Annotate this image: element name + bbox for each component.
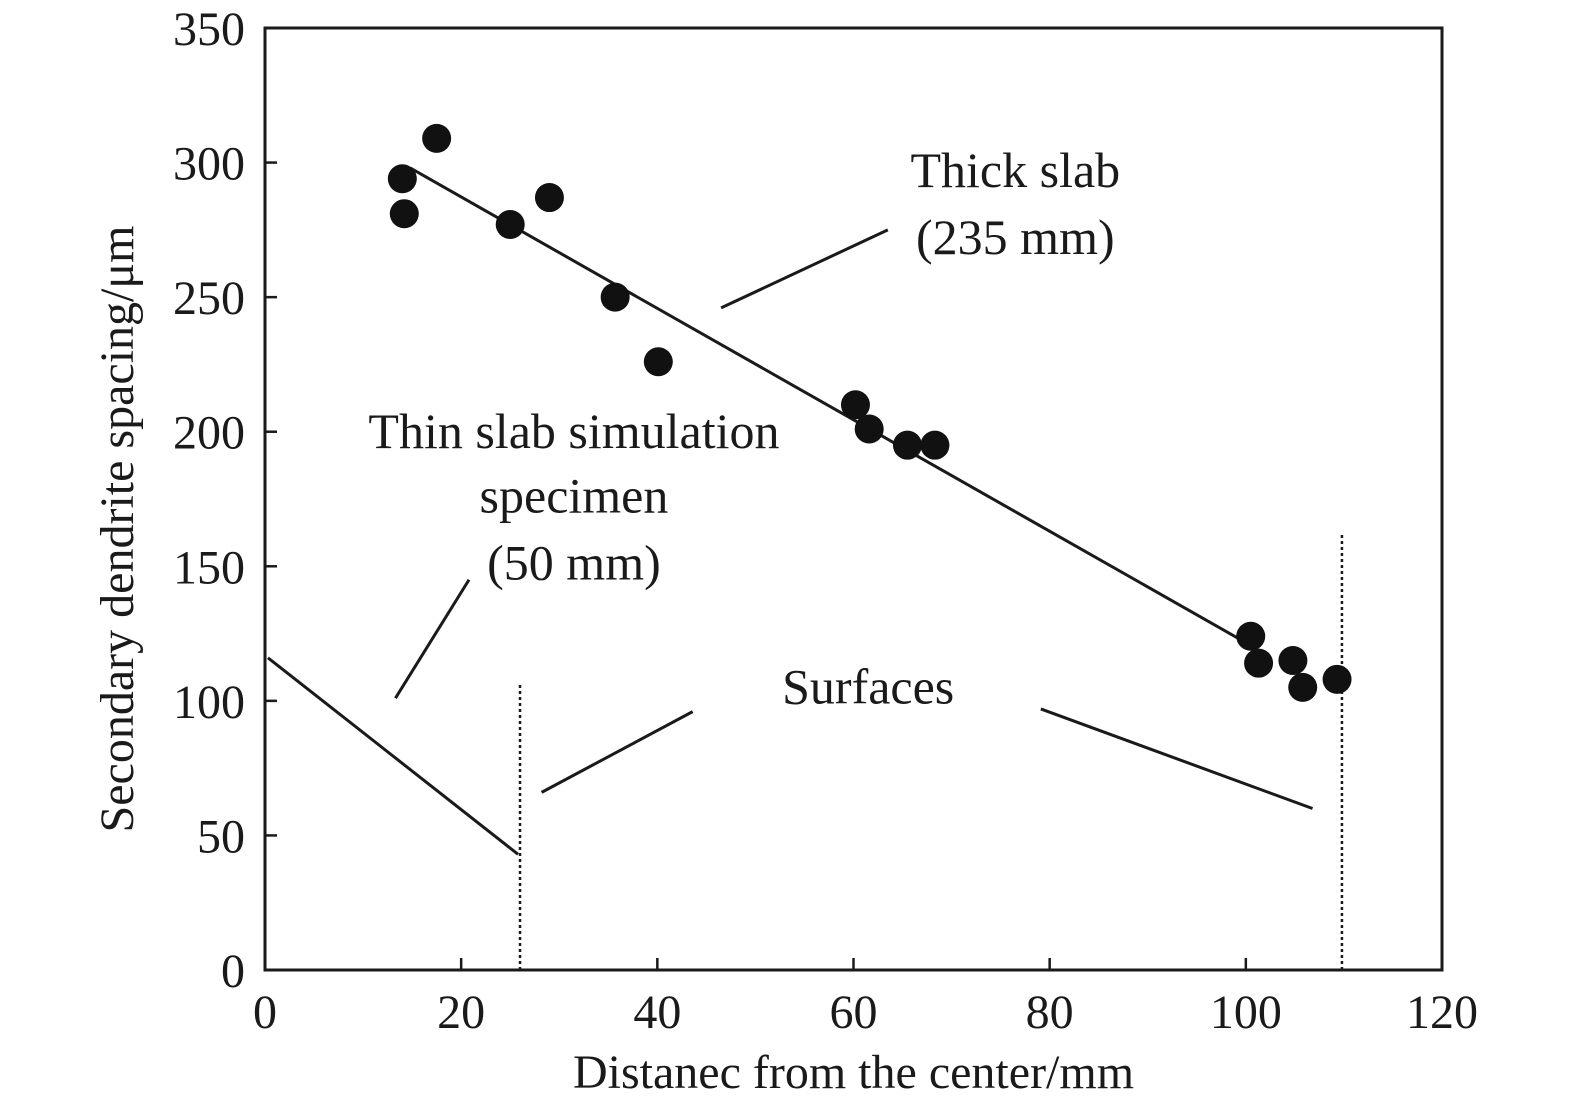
y-tick-label: 0 xyxy=(221,945,245,998)
data-point xyxy=(422,123,452,153)
annotation-text: specimen xyxy=(480,467,669,523)
data-point xyxy=(1278,645,1308,675)
data-point xyxy=(600,282,630,312)
y-axis-label: Secondary dendrite spacing/μm xyxy=(91,226,144,833)
data-point xyxy=(1322,664,1352,694)
annotation-text: Surfaces xyxy=(782,659,954,715)
annotation-text: (235 mm) xyxy=(916,209,1115,265)
data-point xyxy=(389,199,419,229)
x-tick-label: 20 xyxy=(437,986,485,1039)
y-tick-label: 250 xyxy=(173,272,245,325)
annotation-text: Thin slab simulation xyxy=(368,403,779,459)
annotation-text: (50 mm) xyxy=(487,535,661,591)
y-tick-label: 50 xyxy=(197,810,245,863)
x-tick-label: 100 xyxy=(1210,986,1282,1039)
data-point xyxy=(1236,621,1266,651)
x-tick-label: 120 xyxy=(1406,986,1478,1039)
data-point xyxy=(643,347,673,377)
data-point xyxy=(534,183,564,213)
leader-line xyxy=(394,578,471,699)
leader-line xyxy=(540,710,694,794)
y-tick-label: 300 xyxy=(173,138,245,191)
fit-line xyxy=(267,656,519,856)
data-point xyxy=(495,209,525,239)
y-tick-label: 100 xyxy=(173,676,245,729)
leader-line xyxy=(720,228,889,310)
data-point xyxy=(892,430,922,460)
x-axis-label: Distanec from the center/mm xyxy=(573,1046,1134,1099)
data-point xyxy=(387,164,417,194)
x-tick-label: 80 xyxy=(1026,986,1074,1039)
data-point xyxy=(920,430,950,460)
y-tick-label: 350 xyxy=(173,3,245,56)
plot-frame xyxy=(263,26,1444,972)
data-point xyxy=(1244,648,1274,678)
y-tick-label: 200 xyxy=(173,407,245,460)
x-tick-label: 0 xyxy=(253,986,277,1039)
y-tick-label: 150 xyxy=(173,541,245,594)
leader-line xyxy=(1040,707,1314,810)
x-tick-label: 40 xyxy=(633,986,681,1039)
data-point xyxy=(1288,672,1318,702)
x-tick-label: 60 xyxy=(830,986,878,1039)
fit-line xyxy=(409,166,1250,646)
data-point xyxy=(840,390,870,420)
annotation-text: Thick slab xyxy=(911,142,1121,198)
data-point xyxy=(854,414,884,444)
